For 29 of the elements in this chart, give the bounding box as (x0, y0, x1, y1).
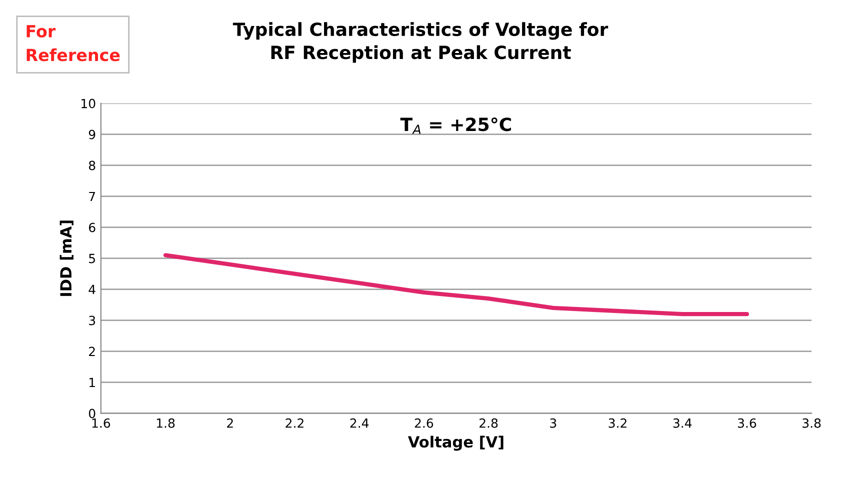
y-tick-label: 4 (88, 284, 96, 294)
x-tick-label: 2 (227, 418, 233, 428)
y-tick-label: 2 (89, 346, 95, 356)
x-tick-label: 3.8 (802, 418, 821, 428)
y-tick-label: 9 (88, 130, 96, 140)
y-tick-label: 0 (88, 408, 96, 418)
x-tick-label: 3.6 (738, 418, 756, 428)
x-tick-label: 3 (550, 418, 556, 428)
chart-title: Typical Characteristics of Voltage for RF Reception at Peak Current (232, 22, 608, 63)
x-tick-label: 1.6 (92, 418, 110, 428)
y-tick-label: 8 (88, 160, 96, 170)
y-tick-label: 3 (89, 316, 96, 326)
x-tick-label: 2.2 (286, 418, 304, 428)
x-tick-label: 2.6 (414, 418, 434, 428)
x-tick-label: 3.4 (673, 418, 692, 428)
y-tick-label: 1 (89, 378, 95, 388)
y-tick-label: 6 (88, 222, 96, 232)
x-tick-label: 2.8 (480, 418, 498, 428)
x-tick-label: 3.2 (608, 418, 626, 428)
y-tick-label: 7 (89, 192, 95, 202)
x-tick-label: 1.8 (156, 418, 175, 428)
y-tick-label: 5 (89, 254, 95, 264)
y-axis-title: IDD [mA] (60, 220, 74, 296)
line-series (163, 253, 750, 316)
text: For Reference (26, 25, 120, 62)
annotation: T$_{A}$ = +25°C (400, 117, 511, 134)
x-axis-title: Voltage [V] (408, 436, 504, 451)
y-tick-label: 10 (82, 98, 96, 108)
x-tick-label: 2.4 (350, 418, 369, 428)
